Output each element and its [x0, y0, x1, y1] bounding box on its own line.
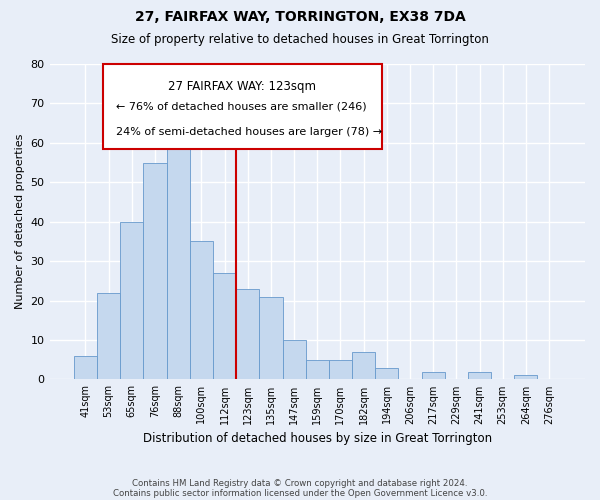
Text: Contains HM Land Registry data © Crown copyright and database right 2024.: Contains HM Land Registry data © Crown c…	[132, 478, 468, 488]
Bar	[167, 135, 190, 380]
Bar	[283, 340, 305, 380]
Bar	[213, 273, 236, 380]
Bar	[190, 242, 213, 380]
Text: 24% of semi-detached houses are larger (78) →: 24% of semi-detached houses are larger (…	[116, 127, 383, 137]
X-axis label: Distribution of detached houses by size in Great Torrington: Distribution of detached houses by size …	[143, 432, 492, 445]
Bar	[329, 360, 352, 380]
Bar	[305, 360, 329, 380]
Bar	[236, 288, 259, 380]
Bar	[375, 368, 398, 380]
Text: 27, FAIRFAX WAY, TORRINGTON, EX38 7DA: 27, FAIRFAX WAY, TORRINGTON, EX38 7DA	[134, 10, 466, 24]
Text: 27 FAIRFAX WAY: 123sqm: 27 FAIRFAX WAY: 123sqm	[169, 80, 316, 93]
Text: ← 76% of detached houses are smaller (246): ← 76% of detached houses are smaller (24…	[116, 102, 367, 112]
Y-axis label: Number of detached properties: Number of detached properties	[15, 134, 25, 310]
Bar	[422, 372, 445, 380]
Text: Contains public sector information licensed under the Open Government Licence v3: Contains public sector information licen…	[113, 488, 487, 498]
Bar	[468, 372, 491, 380]
Bar	[97, 292, 120, 380]
Bar	[120, 222, 143, 380]
Bar	[352, 352, 375, 380]
Bar	[74, 356, 97, 380]
Bar	[143, 162, 167, 380]
Bar	[259, 296, 283, 380]
Text: Size of property relative to detached houses in Great Torrington: Size of property relative to detached ho…	[111, 32, 489, 46]
Bar	[514, 376, 538, 380]
FancyBboxPatch shape	[103, 64, 382, 149]
